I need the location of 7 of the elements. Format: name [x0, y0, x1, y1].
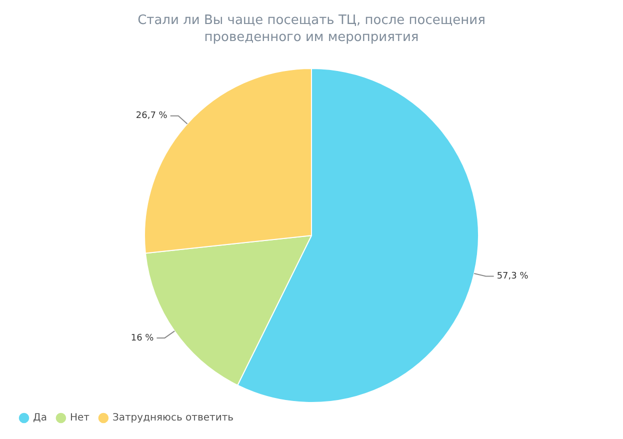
- data-label: 16 %: [130, 333, 154, 344]
- chart-title: Стали ли Вы чаще посещать ТЦ, после посещения проведенного им мероприятия: [136, 12, 486, 47]
- legend-label: Нет: [70, 412, 90, 424]
- legend-label: Затрудняюсь ответить: [112, 412, 234, 424]
- data-label: 26,7 %: [136, 111, 168, 122]
- legend-label: Да: [33, 412, 47, 424]
- data-label: 57,3 %: [496, 272, 529, 282]
